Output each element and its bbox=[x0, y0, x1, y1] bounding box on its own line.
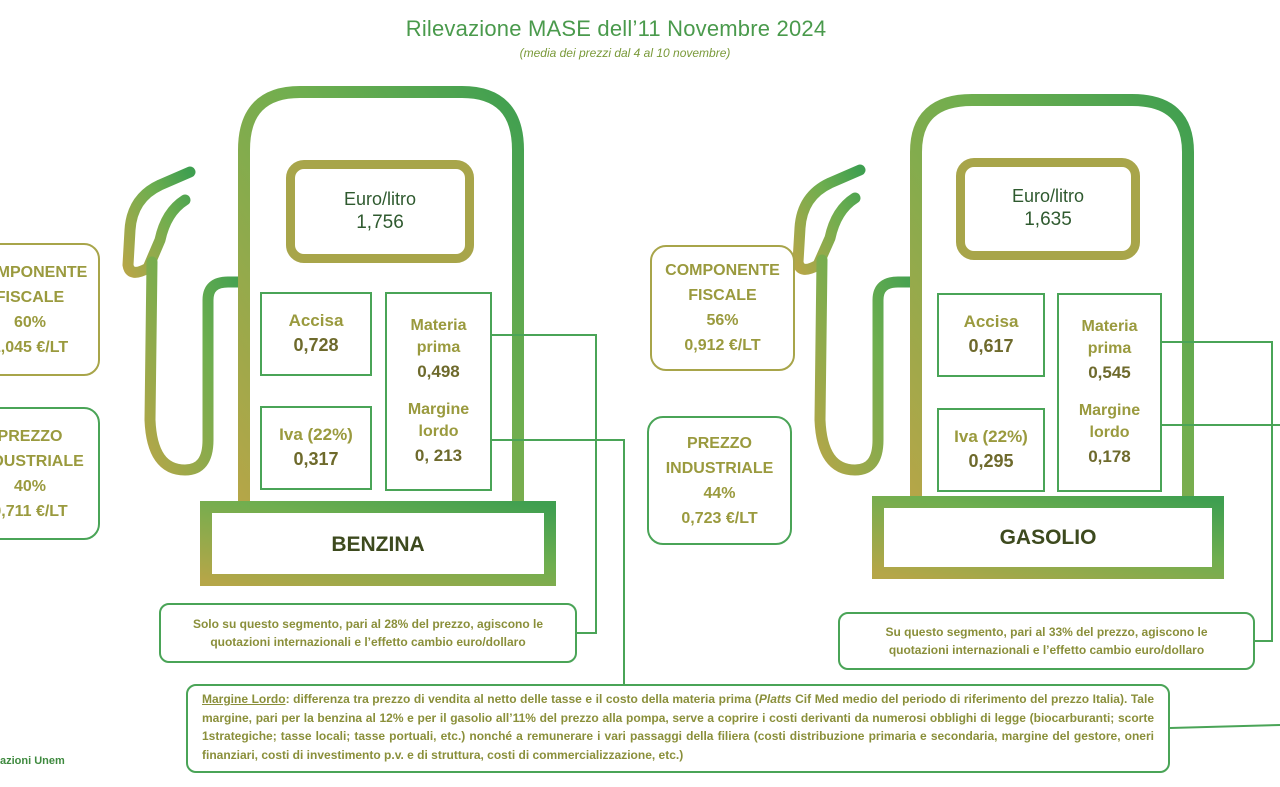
benzina-accisa-label: Accisa bbox=[288, 311, 344, 330]
gasolio-accisa-value: 0,617 bbox=[968, 336, 1014, 356]
margine-lordo-platts: Platts bbox=[758, 692, 792, 706]
gasolio-iva-box: Iva (22%) 0,295 bbox=[937, 408, 1045, 492]
benzina-materia-label-1: Materia bbox=[410, 316, 467, 334]
gasolio-materia-value: 0,545 bbox=[1088, 362, 1131, 382]
gasolio-margine-label-1: Margine bbox=[1078, 401, 1141, 419]
benzina-industriale-box: Materia prima 0,498 Margine lordo 0, 213 bbox=[385, 292, 492, 491]
gasolio-margine-label-2: lordo bbox=[1089, 423, 1130, 441]
benzina-industriale-value: 0,711 €/LT bbox=[0, 502, 68, 520]
gasolio-euro-litro-label: Euro/litro bbox=[1011, 186, 1085, 206]
gasolio-industriale-side-box: PREZZO INDUSTRIALE 44% 0,723 €/LT bbox=[647, 416, 792, 545]
margine-lordo-term: Margine Lordo bbox=[202, 692, 286, 706]
gasolio-iva-value: 0,295 bbox=[968, 451, 1014, 471]
gasolio-fiscale-line2: FISCALE bbox=[688, 287, 757, 304]
benzina-iva-label: Iva (22%) bbox=[279, 425, 353, 444]
benzina-margine-label-2: lordo bbox=[418, 422, 459, 440]
gasolio-fiscale-line1: COMPONENTE bbox=[665, 262, 780, 279]
benzina-note-text: Solo su questo segmento, pari al 28% del… bbox=[192, 617, 544, 649]
benzina-industriale-line2: INDUSTRIALE bbox=[0, 452, 84, 470]
gasolio-industriale-pct: 44% bbox=[703, 484, 736, 502]
benzina-fiscale-pct: 60% bbox=[13, 313, 47, 331]
margine-lordo-note-text: Margine Lordo: differenza tra prezzo di … bbox=[202, 690, 1154, 764]
gasolio-industriale-value: 0,723 €/LT bbox=[681, 509, 758, 527]
gasolio-margine-value: 0,178 bbox=[1088, 446, 1131, 466]
benzina-margine-label-1: Margine bbox=[407, 400, 470, 418]
benzina-fuel-name: BENZINA bbox=[331, 533, 425, 556]
gasolio-industriale-line2: INDUSTRIALE bbox=[665, 459, 774, 477]
benzina-fiscale-box: COMPONENTE FISCALE 60% 1,045 €/LT bbox=[0, 243, 100, 376]
gasolio-fiscale-box: COMPONENTE FISCALE 56% 0,912 €/LT bbox=[650, 245, 795, 371]
benzina-fiscale-line1: COMPONENTE bbox=[0, 263, 88, 281]
gasolio-materia-label-2: prima bbox=[1087, 339, 1132, 357]
benzina-euro-litro-label: Euro/litro bbox=[343, 188, 417, 209]
benzina-materia-value: 0,498 bbox=[417, 361, 460, 381]
benzina-euro-litro-value: 1,756 bbox=[356, 211, 404, 233]
benzina-iva-value: 0,317 bbox=[293, 449, 339, 469]
benzina-accisa-value: 0,728 bbox=[293, 335, 339, 355]
gasolio-euro-litro-display: Euro/litro 1,635 bbox=[956, 158, 1140, 260]
source-credit: azioni Unem bbox=[0, 755, 65, 767]
gasolio-fuel-name: GASOLIO bbox=[999, 526, 1097, 549]
benzina-industriale-line1: PREZZO bbox=[0, 427, 63, 445]
margine-lordo-note-box: Margine Lordo: differenza tra prezzo di … bbox=[186, 684, 1170, 773]
gasolio-materia-label-1: Materia bbox=[1081, 317, 1138, 335]
benzina-industriale-pct: 40% bbox=[13, 477, 47, 495]
benzina-iva-box: Iva (22%) 0,317 bbox=[260, 406, 372, 490]
gasolio-accisa-box: Accisa 0,617 bbox=[937, 293, 1045, 377]
benzina-fiscale-line2: FISCALE bbox=[0, 288, 65, 306]
margine-lordo-text-a: : differenza tra prezzo di vendita al ne… bbox=[285, 692, 759, 706]
benzina-accisa-box: Accisa 0,728 bbox=[260, 292, 372, 376]
gasolio-industriale-box: Materia prima 0,545 Margine lordo 0,178 bbox=[1057, 293, 1162, 492]
page-subtitle: (media dei prezzi dal 4 al 10 novembre) bbox=[519, 46, 731, 60]
page-title: Rilevazione MASE dell’11 Novembre 2024 bbox=[405, 16, 827, 41]
benzina-materia-label-2: prima bbox=[416, 338, 461, 356]
gasolio-fiscale-pct: 56% bbox=[706, 312, 739, 329]
gasolio-industriale-line1: PREZZO bbox=[687, 434, 752, 452]
benzina-industriale-side-box: PREZZO INDUSTRIALE 40% 0,711 €/LT bbox=[0, 407, 100, 540]
benzina-pump-graphic bbox=[122, 86, 556, 586]
gasolio-iva-label: Iva (22%) bbox=[954, 427, 1028, 446]
margine-lordo-text-b: Cif Med medio del periodo di riferimento… bbox=[202, 692, 1154, 762]
gasolio-accisa-label: Accisa bbox=[963, 312, 1019, 331]
benzina-fiscale-value: 1,045 €/LT bbox=[0, 338, 69, 356]
gasolio-euro-litro-value: 1,635 bbox=[1024, 209, 1072, 230]
benzina-euro-litro-display: Euro/litro 1,756 bbox=[286, 160, 474, 263]
gasolio-note-box: Su questo segmento, pari al 33% del prez… bbox=[838, 612, 1255, 670]
gasolio-fiscale-value: 0,912 €/LT bbox=[684, 337, 761, 354]
gasolio-note-text: Su questo segmento, pari al 33% del prez… bbox=[885, 625, 1208, 657]
benzina-margine-value: 0, 213 bbox=[414, 445, 463, 465]
benzina-note-box: Solo su questo segmento, pari al 28% del… bbox=[159, 603, 577, 663]
gasolio-pump-graphic bbox=[792, 94, 1224, 579]
